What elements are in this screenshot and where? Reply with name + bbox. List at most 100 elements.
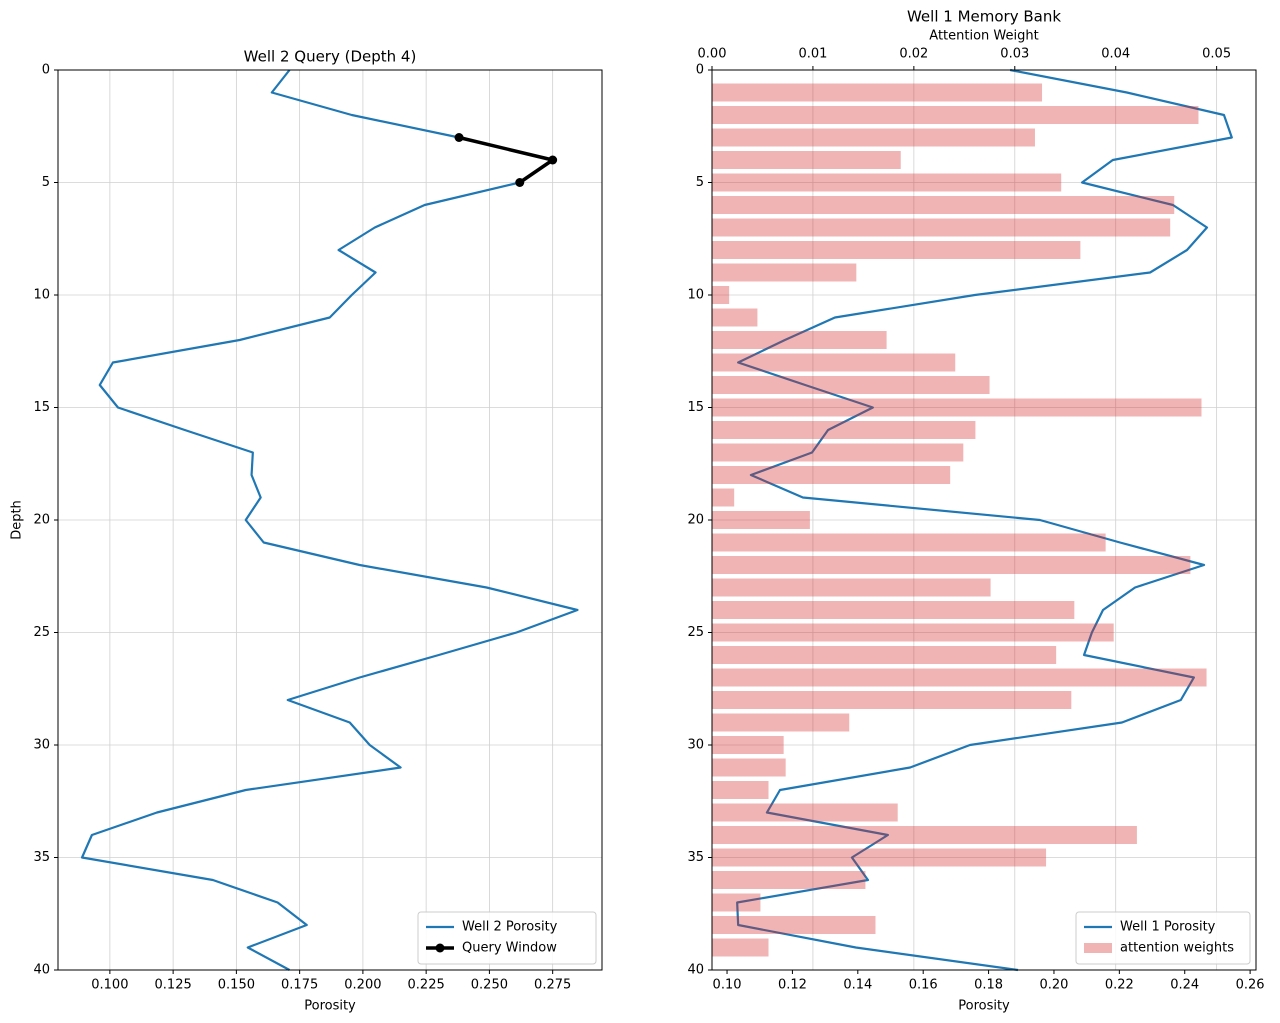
y-tick-label: 15	[687, 400, 704, 415]
bar	[712, 803, 898, 822]
bar	[712, 151, 901, 169]
y-tick-label: 35	[33, 850, 50, 865]
bar	[712, 421, 976, 439]
point-marker	[454, 133, 464, 142]
y-tick-label: 5	[696, 175, 704, 190]
series-line	[80, 69, 579, 971]
bar	[712, 938, 769, 957]
x2-tick-label: 0.01	[798, 47, 827, 62]
x-tick-label: 0.22	[1105, 978, 1134, 993]
x-axis-label: Porosity	[958, 999, 1010, 1014]
x-tick-label: 0.16	[909, 978, 938, 993]
legend-label: Well 1 Porosity	[1120, 920, 1216, 935]
y-tick-label: 30	[687, 738, 704, 753]
y-tick-label: 20	[687, 513, 704, 528]
y-tick-label: 0	[696, 63, 704, 78]
x-tick-label: 0.150	[218, 978, 255, 993]
bar	[712, 668, 1207, 687]
y-tick-label: 25	[687, 625, 704, 640]
bar	[712, 601, 1075, 619]
y-tick-label: 20	[33, 513, 50, 528]
x-tick-label: 0.12	[778, 978, 807, 993]
x-axis-label: Porosity	[304, 999, 356, 1014]
bar	[712, 173, 1062, 192]
bar	[712, 353, 956, 372]
legend-box	[1075, 911, 1251, 965]
y-tick-label: 15	[33, 400, 50, 415]
x-tick-label: 0.18	[974, 978, 1003, 993]
bar	[712, 848, 1047, 867]
x-tick-label: 0.275	[534, 978, 571, 993]
bar	[712, 578, 991, 597]
x-tick-label: 0.225	[408, 978, 445, 993]
bar	[712, 263, 857, 282]
legend-marker	[435, 943, 445, 953]
bar	[712, 826, 1137, 844]
bar	[712, 511, 810, 529]
bar	[712, 488, 735, 507]
bar	[712, 646, 1057, 664]
y-tick-label: 35	[687, 850, 704, 865]
bar	[712, 466, 951, 484]
point-marker	[515, 178, 525, 187]
x2-tick-label: 0.04	[1101, 47, 1130, 62]
bar	[712, 533, 1106, 552]
y-tick-label: 0	[42, 63, 50, 78]
bar	[712, 443, 964, 462]
x-tick-label: 0.250	[471, 978, 508, 993]
chart-title: Well 2 Query (Depth 4)	[244, 48, 417, 66]
y-tick-label: 25	[33, 625, 50, 640]
bar	[712, 83, 1043, 102]
y-tick-label: 10	[33, 288, 50, 303]
x-tick-label: 0.175	[281, 978, 318, 993]
x-tick-label: 0.14	[843, 978, 872, 993]
bar	[712, 196, 1175, 214]
bar	[712, 241, 1081, 259]
point-marker	[548, 155, 558, 165]
bar	[712, 691, 1072, 709]
chart-title: Well 1 Memory Bank	[907, 8, 1061, 26]
bar	[712, 893, 761, 912]
x-tick-label: 0.125	[155, 978, 192, 993]
bar	[712, 713, 850, 732]
bar	[712, 871, 866, 889]
legend-label: Well 2 Porosity	[462, 920, 558, 935]
series-line	[736, 68, 1233, 972]
x-tick-label: 0.200	[344, 978, 381, 993]
x2-tick-label: 0.03	[1000, 47, 1029, 62]
bar	[712, 398, 1202, 417]
x-tick-label: 0.100	[91, 978, 128, 993]
bar	[712, 736, 784, 754]
x2-tick-label: 0.00	[698, 47, 727, 62]
bar	[712, 781, 769, 799]
x-tick-label: 0.20	[1039, 978, 1068, 993]
y-axis-label: Depth	[10, 500, 25, 540]
bar	[712, 218, 1171, 237]
x2-tick-label: 0.02	[899, 47, 928, 62]
bar	[712, 376, 990, 394]
x2-tick-label: 0.05	[1202, 47, 1231, 62]
x2-axis-label: Attention Weight	[929, 29, 1038, 44]
bar	[712, 286, 730, 304]
legend-swatch	[1084, 943, 1112, 953]
x-tick-label: 0.24	[1170, 978, 1199, 993]
x-tick-label: 0.26	[1236, 978, 1265, 993]
y-tick-label: 30	[33, 738, 50, 753]
x-tick-label: 0.10	[713, 978, 742, 993]
bar	[712, 308, 758, 327]
series-line	[458, 135, 555, 184]
legend-label: Query Window	[462, 941, 557, 956]
legend-box	[417, 911, 597, 965]
bar	[712, 623, 1114, 642]
bar	[712, 916, 876, 934]
bar	[712, 331, 887, 349]
bar	[712, 556, 1191, 574]
legend-label: attention weights	[1120, 941, 1234, 956]
y-tick-label: 40	[33, 963, 50, 978]
bar	[712, 758, 786, 777]
y-tick-label: 10	[687, 288, 704, 303]
bar	[712, 106, 1199, 124]
bar	[712, 128, 1035, 147]
